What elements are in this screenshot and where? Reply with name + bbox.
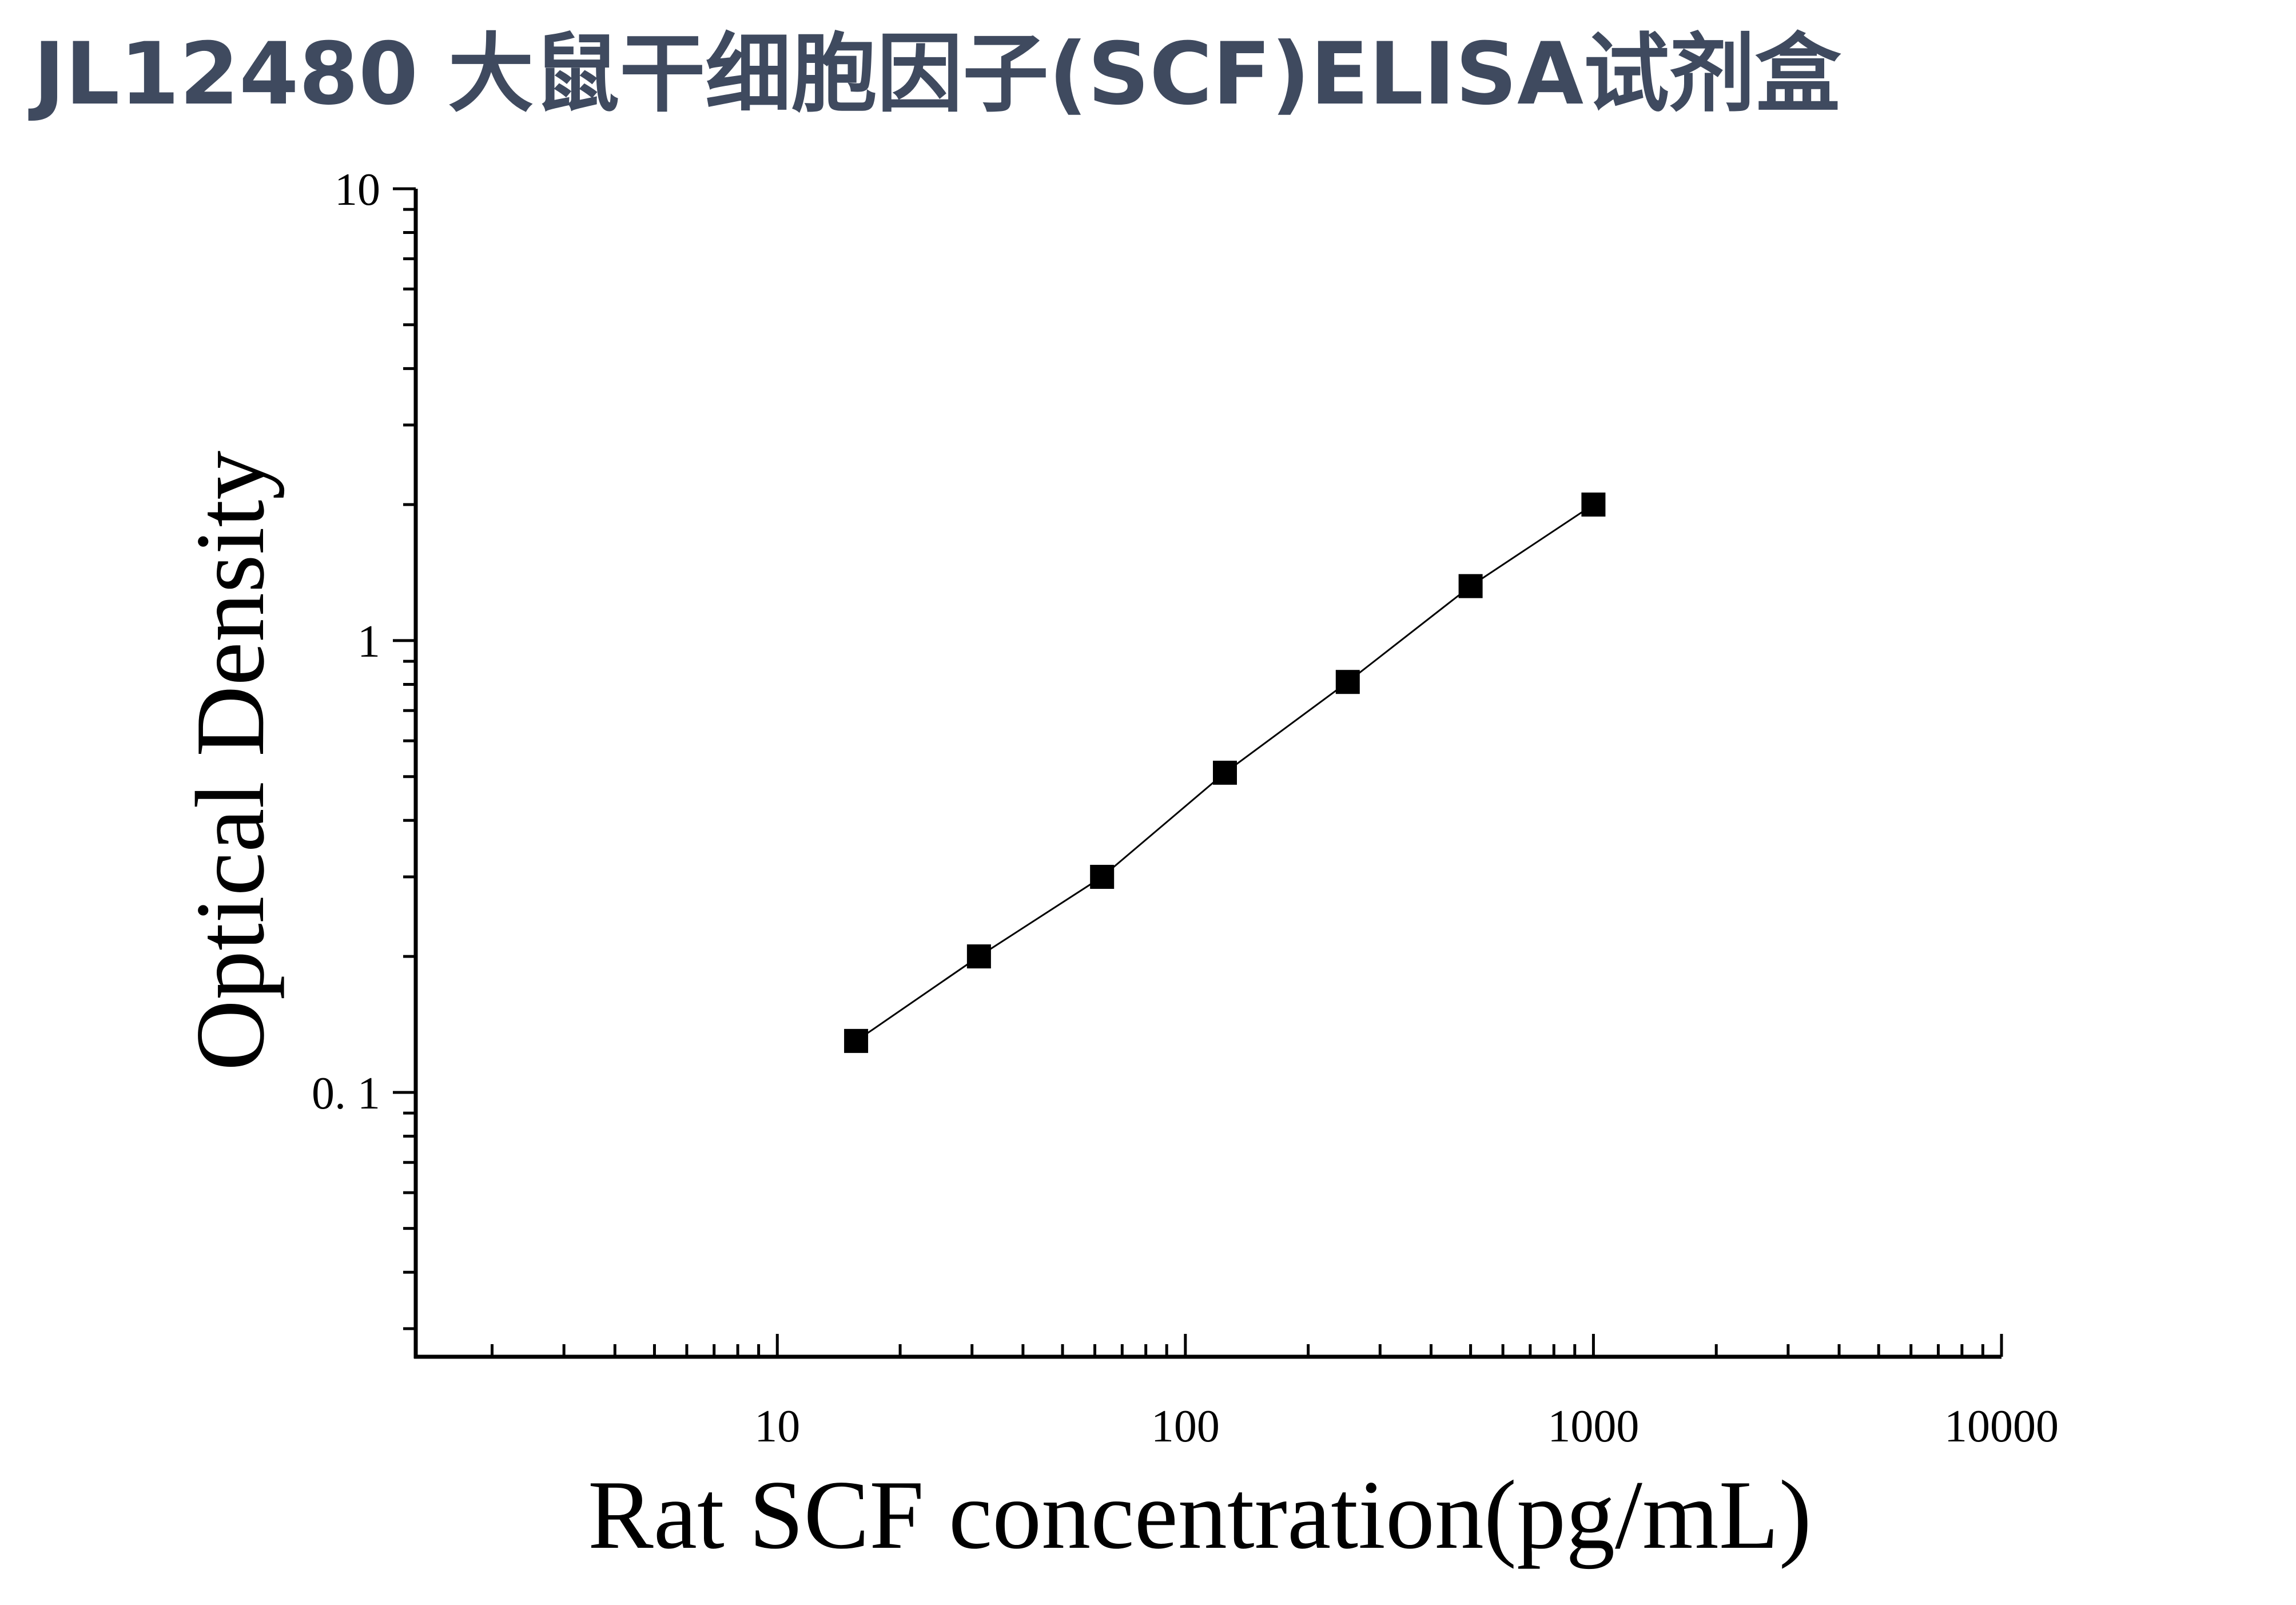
page-title: JL12480 大鼠干细胞因子(SCF)ELISA试剂盒 (33, 25, 1841, 124)
data-points (844, 492, 1606, 1053)
data-point (1335, 670, 1360, 694)
y-axis-title: Optical Density (176, 451, 285, 1071)
data-point (1212, 760, 1237, 785)
data-point (966, 944, 991, 969)
x-tick-label: 10 (754, 1401, 800, 1452)
x-tick-label: 1000 (1547, 1401, 1639, 1452)
data-point (1581, 492, 1606, 517)
y-tick-label: 0. 1 (312, 1068, 380, 1119)
x-axis-title: Rat SCF concentration(pg/mL) (588, 1461, 1812, 1570)
data-point (1458, 574, 1483, 598)
data-point (844, 1028, 869, 1053)
x-tick-label: 10000 (1944, 1401, 2059, 1452)
y-tick-label: 10 (335, 165, 380, 215)
tick-labels: 10 100 1000 10000 0. 1 1 10 (312, 165, 2059, 1452)
y-tick-label: 1 (357, 617, 380, 667)
axes (393, 187, 2003, 1359)
x-tick-label: 100 (1151, 1401, 1220, 1452)
data-point (1090, 864, 1115, 889)
